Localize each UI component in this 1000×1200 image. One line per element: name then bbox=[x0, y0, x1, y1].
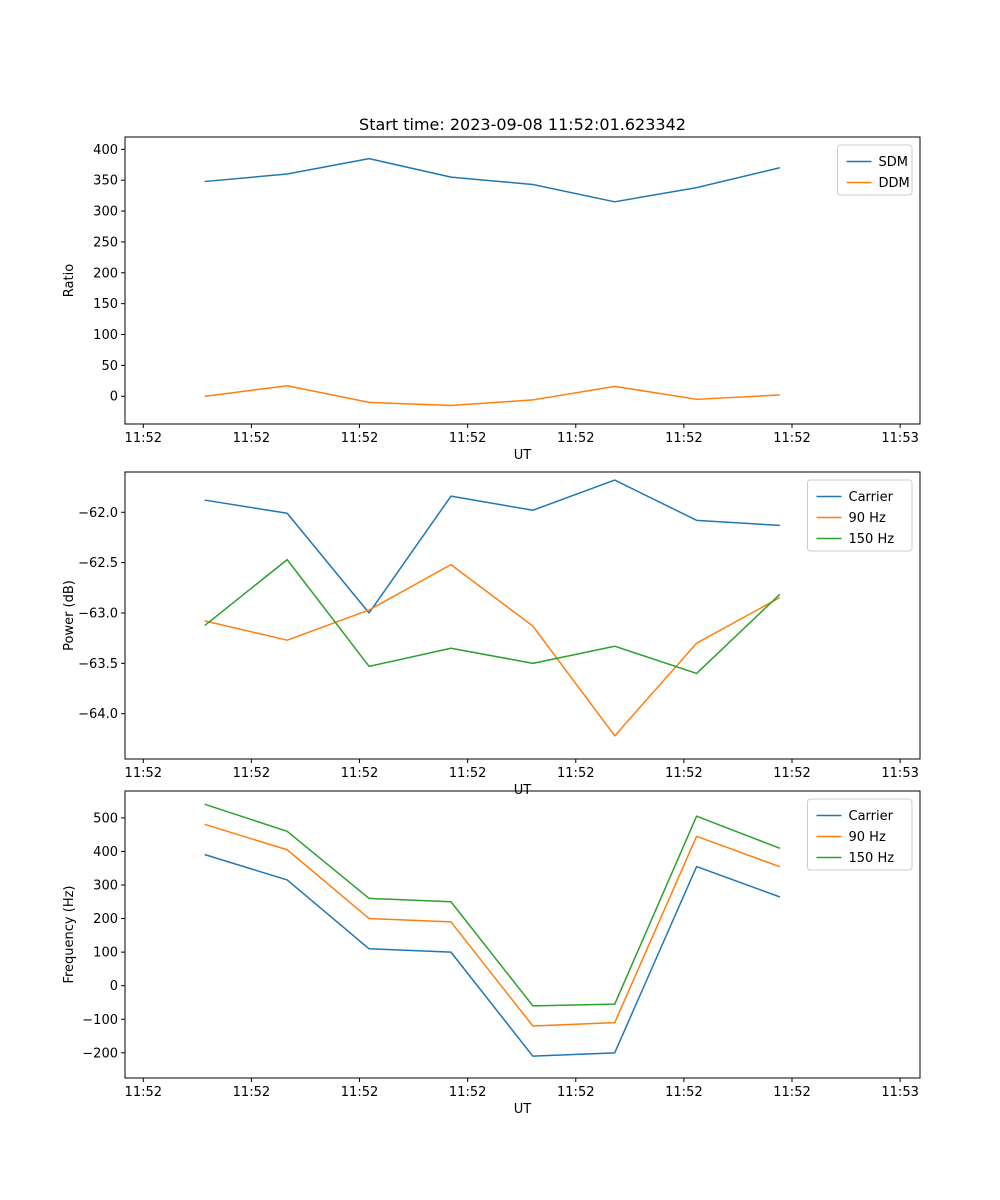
y-tick-label: 0 bbox=[110, 979, 118, 994]
series-line-sdm bbox=[204, 157, 781, 203]
y-axis-label: Power (dB) bbox=[62, 580, 77, 651]
subplot-power-db-: −62.0 −62.5 −63.0 −63.5 −64.0 11:52 11:52 11:52… bbox=[62, 471, 921, 798]
y-tick-label: 300 bbox=[93, 878, 118, 893]
y-tick-label: −63.5 bbox=[78, 657, 118, 672]
x-tick-label: 11:52 bbox=[773, 431, 810, 446]
x-tick-label: 11:52 bbox=[341, 431, 378, 446]
legend: Carrier 90 Hz 150 Hz bbox=[807, 798, 913, 871]
y-tick-label: 300 bbox=[93, 205, 118, 220]
series-line-ddm bbox=[204, 384, 781, 407]
subplot-frequency-hz-: −200 −100 0 100 200 300 400 500 11:52 11:52 11:52 1… bbox=[62, 790, 921, 1117]
y-tick-label: 200 bbox=[93, 266, 118, 281]
series-line-carrier bbox=[204, 854, 781, 1057]
y-axis-label: Frequency (Hz) bbox=[62, 885, 77, 983]
legend-frame bbox=[807, 479, 913, 552]
y-tick-label: 250 bbox=[93, 235, 118, 250]
x-tick-label: 11:52 bbox=[125, 431, 162, 446]
x-tick-label: 11:52 bbox=[233, 431, 270, 446]
x-tick-label: 11:52 bbox=[125, 1085, 162, 1100]
y-tick-label: 350 bbox=[93, 174, 118, 189]
y-tick-label: −100 bbox=[82, 1013, 118, 1028]
y-tick-label: 100 bbox=[93, 328, 118, 343]
legend: Carrier 90 Hz 150 Hz bbox=[807, 479, 913, 552]
x-tick-label: 11:52 bbox=[557, 766, 594, 781]
axes-frame bbox=[124, 790, 921, 1079]
y-tick-label: −63.0 bbox=[78, 606, 118, 621]
x-tick-label: 11:52 bbox=[449, 1085, 486, 1100]
y-tick-label: −64.0 bbox=[78, 707, 118, 722]
y-tick-label: −62.0 bbox=[78, 506, 118, 521]
x-tick-label: 11:52 bbox=[233, 766, 270, 781]
y-tick-label: −200 bbox=[82, 1046, 118, 1061]
x-tick-label: 11:52 bbox=[449, 431, 486, 446]
y-tick-label: 500 bbox=[93, 811, 118, 826]
y-tick-label: 150 bbox=[93, 297, 118, 312]
x-tick-label: 11:52 bbox=[125, 766, 162, 781]
x-tick-label: 11:52 bbox=[665, 431, 702, 446]
x-axis-label: UT bbox=[514, 1102, 532, 1117]
axes-frame bbox=[124, 471, 921, 760]
legend-frame bbox=[807, 798, 913, 871]
y-axis-label: Ratio bbox=[62, 264, 77, 297]
x-tick-label: 11:53 bbox=[881, 431, 918, 446]
figure-title: Start time: 2023-09-08 11:52:01.623342 bbox=[359, 115, 686, 134]
x-tick-label: 11:52 bbox=[557, 431, 594, 446]
legend-label: 90 Hz bbox=[849, 830, 886, 845]
series-line-90-hz bbox=[204, 823, 781, 1027]
x-tick-label: 11:52 bbox=[773, 1085, 810, 1100]
legend: SDM DDM bbox=[837, 144, 913, 196]
x-tick-label: 11:52 bbox=[341, 1085, 378, 1100]
series-line-150-hz bbox=[204, 803, 781, 1007]
x-tick-label: 11:52 bbox=[341, 766, 378, 781]
series-line-150-hz bbox=[204, 558, 781, 675]
x-tick-label: 11:53 bbox=[881, 1085, 918, 1100]
subplot-ratio: 0 50 100 150 200 250 300 350 400 11:52 11:52 11:52 1… bbox=[62, 136, 921, 463]
legend-label: 90 Hz bbox=[849, 511, 886, 526]
legend-label: 150 Hz bbox=[849, 851, 895, 866]
x-tick-label: 11:52 bbox=[233, 1085, 270, 1100]
x-axis-label: UT bbox=[514, 448, 532, 463]
y-tick-label: −62.5 bbox=[78, 556, 118, 571]
legend-label: DDM bbox=[879, 176, 910, 191]
series-line-carrier bbox=[204, 479, 781, 614]
y-tick-label: 100 bbox=[93, 946, 118, 961]
y-tick-label: 0 bbox=[110, 390, 118, 405]
legend-label: Carrier bbox=[849, 809, 894, 824]
x-tick-label: 11:53 bbox=[881, 766, 918, 781]
y-tick-label: 400 bbox=[93, 143, 118, 158]
x-tick-label: 11:52 bbox=[557, 1085, 594, 1100]
x-tick-label: 11:52 bbox=[449, 766, 486, 781]
series-line-90-hz bbox=[204, 563, 781, 737]
legend-label: Carrier bbox=[849, 490, 894, 505]
x-tick-label: 11:52 bbox=[665, 1085, 702, 1100]
x-tick-label: 11:52 bbox=[773, 766, 810, 781]
axes-frame bbox=[124, 136, 921, 425]
x-tick-label: 11:52 bbox=[665, 766, 702, 781]
y-tick-label: 200 bbox=[93, 912, 118, 927]
y-tick-label: 50 bbox=[101, 359, 118, 374]
y-tick-label: 400 bbox=[93, 845, 118, 860]
legend-label: 150 Hz bbox=[849, 532, 895, 547]
legend-label: SDM bbox=[879, 155, 908, 170]
